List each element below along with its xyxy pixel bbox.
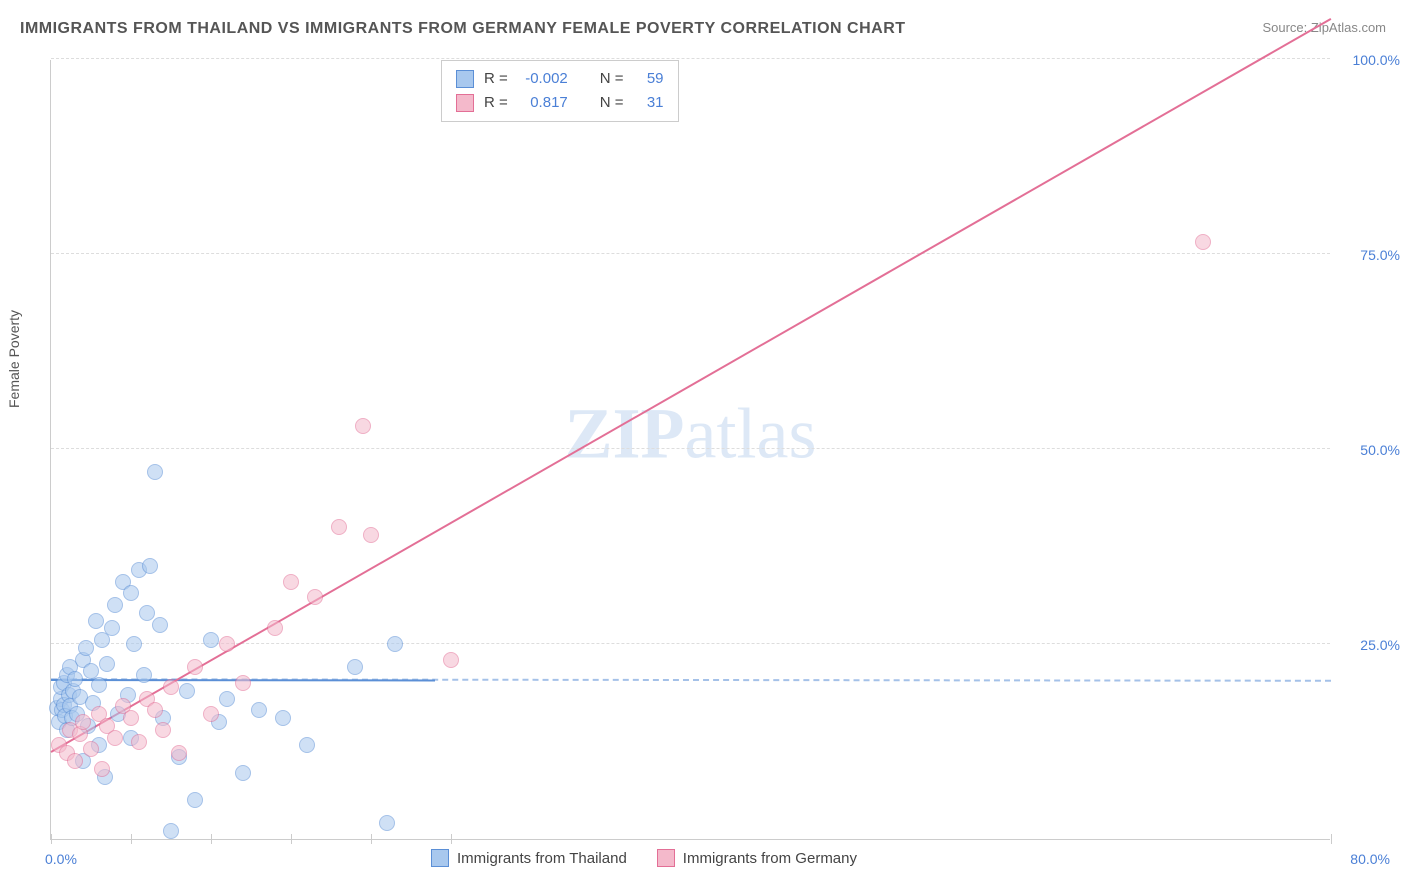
scatter-point-germany [331,519,347,535]
scatter-point-thailand [187,792,203,808]
gridline [51,58,1330,59]
n-label: N = [600,67,624,91]
x-max-label: 80.0% [1334,851,1390,867]
x-tick [211,834,212,844]
scatter-point-germany [363,527,379,543]
r-label: R = [484,67,508,91]
watermark-thin: atlas [685,393,817,473]
scatter-point-germany [1195,234,1211,250]
r-value-germany: 0.817 [518,91,568,115]
scatter-point-thailand [387,636,403,652]
x-min-label: 0.0% [45,851,77,867]
scatter-point-germany [131,734,147,750]
scatter-point-germany [203,706,219,722]
scatter-point-thailand [107,597,123,613]
x-tick [51,834,52,844]
stats-legend-box: R = -0.002 N = 59 R = 0.817 N = 31 [441,60,679,122]
scatter-point-germany [163,679,179,695]
scatter-point-thailand [152,617,168,633]
x-tick [371,834,372,844]
scatter-point-germany [355,418,371,434]
n-value-thailand: 59 [634,67,664,91]
x-tick [1331,834,1332,844]
watermark-bold: ZIP [565,393,685,473]
scatter-point-thailand [99,656,115,672]
swatch-thailand-bottom [431,849,449,867]
scatter-point-germany [107,730,123,746]
bottom-legend: Immigrants from Thailand Immigrants from… [431,849,857,867]
scatter-point-thailand [147,464,163,480]
stats-row-germany: R = 0.817 N = 31 [456,91,664,115]
legend-item-germany: Immigrants from Germany [657,849,857,867]
scatter-point-thailand [126,636,142,652]
scatter-point-germany [307,589,323,605]
scatter-point-thailand [67,671,83,687]
scatter-point-thailand [123,585,139,601]
scatter-point-germany [171,745,187,761]
scatter-point-thailand [179,683,195,699]
swatch-germany-bottom [657,849,675,867]
scatter-point-thailand [203,632,219,648]
n-label: N = [600,91,624,115]
scatter-point-thailand [219,691,235,707]
scatter-point-thailand [379,815,395,831]
scatter-point-thailand [104,620,120,636]
plot-area: ZIPatlas 25.0%50.0%75.0%100.0% 0.0% 80.0… [50,60,1330,840]
y-tick-label: 25.0% [1340,637,1400,653]
scatter-point-germany [75,714,91,730]
scatter-point-germany [123,710,139,726]
scatter-point-germany [443,652,459,668]
n-value-germany: 31 [634,91,664,115]
scatter-point-thailand [251,702,267,718]
scatter-point-germany [235,675,251,691]
scatter-point-germany [219,636,235,652]
r-value-thailand: -0.002 [518,67,568,91]
scatter-point-thailand [91,677,107,693]
swatch-germany [456,94,474,112]
scatter-point-germany [155,722,171,738]
y-tick-label: 100.0% [1340,52,1400,68]
scatter-point-germany [83,741,99,757]
gridline [51,253,1330,254]
y-axis-label: Female Poverty [6,310,22,408]
x-tick [131,834,132,844]
chart-title: IMMIGRANTS FROM THAILAND VS IMMIGRANTS F… [20,20,906,38]
scatter-point-thailand [136,667,152,683]
swatch-thailand [456,70,474,88]
x-tick [291,834,292,844]
y-tick-label: 75.0% [1340,247,1400,263]
legend-item-thailand: Immigrants from Thailand [431,849,627,867]
scatter-point-thailand [78,640,94,656]
scatter-point-germany [187,659,203,675]
y-tick-label: 50.0% [1340,442,1400,458]
scatter-point-germany [147,702,163,718]
scatter-point-germany [283,574,299,590]
gridline [51,448,1330,449]
scatter-point-germany [267,620,283,636]
scatter-point-thailand [142,558,158,574]
stats-row-thailand: R = -0.002 N = 59 [456,67,664,91]
scatter-point-thailand [139,605,155,621]
legend-label-germany: Immigrants from Germany [683,850,857,867]
scatter-point-thailand [347,659,363,675]
x-tick [451,834,452,844]
scatter-point-thailand [88,613,104,629]
scatter-point-thailand [299,737,315,753]
scatter-point-thailand [163,823,179,839]
scatter-point-thailand [235,765,251,781]
scatter-point-germany [67,753,83,769]
scatter-point-thailand [275,710,291,726]
legend-label-thailand: Immigrants from Thailand [457,850,627,867]
r-label: R = [484,91,508,115]
scatter-point-germany [94,761,110,777]
